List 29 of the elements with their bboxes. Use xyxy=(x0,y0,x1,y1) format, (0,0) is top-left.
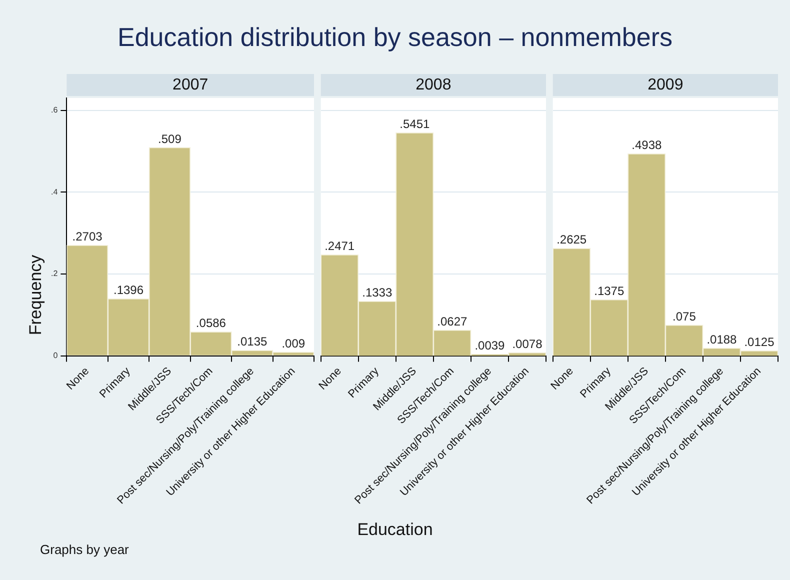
y-tick-label: .4 xyxy=(51,187,58,196)
chart-subtitle: 2008 xyxy=(416,76,452,94)
data-label: .2625 xyxy=(556,232,587,247)
y-tick-label: .2 xyxy=(51,269,58,278)
y-tick-label: .6 xyxy=(51,105,58,114)
data-label: .0135 xyxy=(237,334,268,349)
data-label: .2471 xyxy=(324,238,355,253)
data-label: .1333 xyxy=(362,286,392,300)
text: Graphs by year xyxy=(40,542,129,557)
data-label: .5451 xyxy=(400,117,430,132)
data-label: .1375 xyxy=(594,284,624,298)
data-label: .1396 xyxy=(113,282,144,297)
data-label: .0627 xyxy=(437,314,468,328)
data-label: .4938 xyxy=(632,138,662,152)
chart-subtitle: 2007 xyxy=(172,76,208,94)
data-label: .2703 xyxy=(72,230,103,244)
data-label: .0039 xyxy=(474,338,506,353)
data-label: .0586 xyxy=(196,316,226,330)
data-label: .075 xyxy=(672,309,696,324)
data-label: .509 xyxy=(158,132,182,146)
y-tick-label: 0 xyxy=(53,351,58,360)
text: Education distribution by season – nonmembers xyxy=(116,22,674,53)
chart-subtitle: 2009 xyxy=(648,76,684,94)
data-label: .009 xyxy=(282,336,306,350)
data-label: .0188 xyxy=(706,332,738,346)
y-axis-title: Frequency xyxy=(26,254,46,336)
data-label: .0125 xyxy=(744,334,775,349)
x-axis-title: Education xyxy=(356,520,434,540)
data-label: .0078 xyxy=(512,336,543,351)
